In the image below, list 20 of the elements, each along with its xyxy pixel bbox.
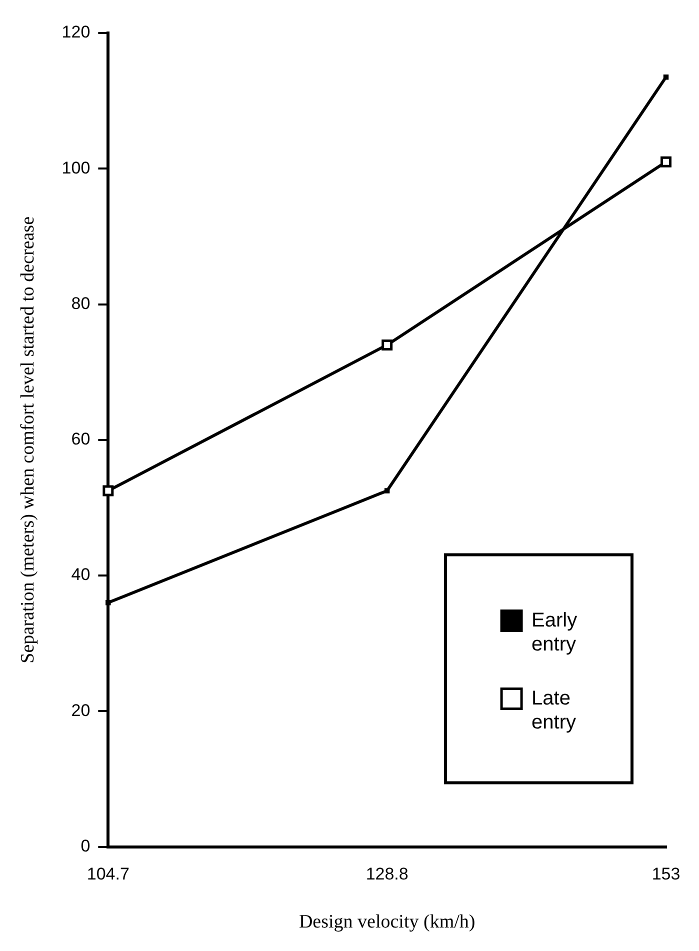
y-axis-title: Separation (meters) when comfort level started to decrease — [17, 216, 38, 664]
x-tick-label: 104.7 — [86, 864, 130, 884]
point — [660, 156, 672, 168]
x-tick-label: 153 — [652, 864, 680, 884]
y-tick-label: 40 — [71, 565, 90, 584]
x-axis-title: Design velocity (km/h) — [298, 912, 476, 933]
x-tick-label: 128.8 — [366, 864, 408, 884]
y-tick-label: 0 — [80, 836, 90, 856]
point — [106, 600, 111, 606]
y-tick-label: 80 — [71, 294, 90, 313]
legend-label: Late entry — [532, 687, 576, 734]
y-tick-label: 20 — [71, 700, 90, 720]
legend-label: Early entry — [532, 609, 578, 656]
point — [384, 488, 390, 494]
y-tick-label: 120 — [62, 22, 90, 42]
point — [663, 74, 669, 80]
y-tick-label: 100 — [62, 158, 90, 178]
point — [102, 485, 114, 496]
y-tick-label: 60 — [71, 430, 90, 449]
point — [382, 339, 393, 350]
